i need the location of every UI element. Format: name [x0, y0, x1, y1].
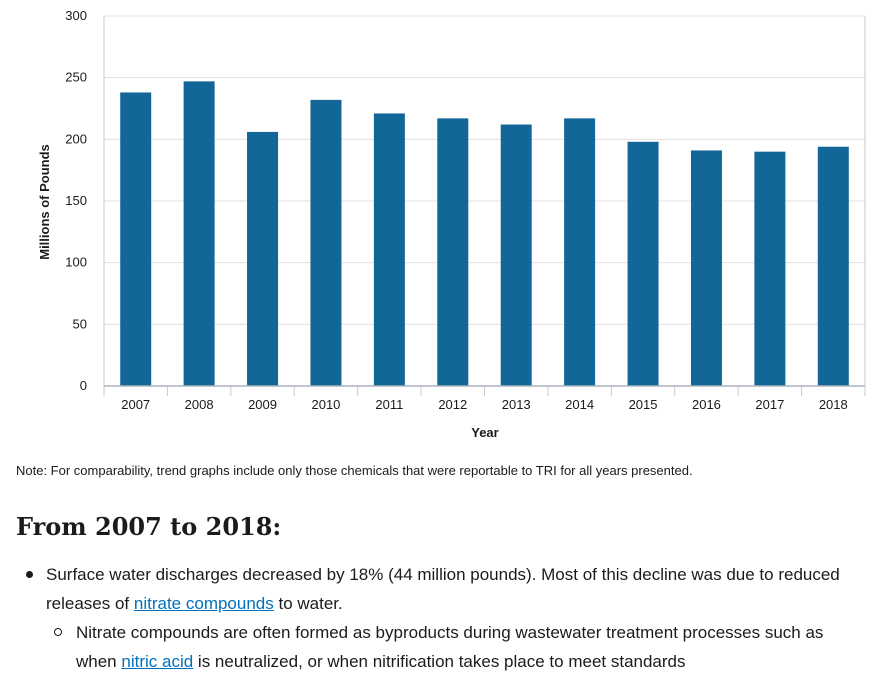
y-axis-label: Millions of Pounds	[37, 144, 52, 260]
x-axis-ticks: 2007 2008 2009 2010 2011 2012 2013 2014 2015 2016…	[103, 385, 866, 412]
x-tick-label: 2014	[565, 397, 594, 412]
bullet-list: Surface water discharges decreased by 18…	[0, 560, 880, 676]
bar-2018	[817, 146, 849, 386]
chart-note: Note: For comparability, trend graphs in…	[16, 463, 693, 478]
list-item: Surface water discharges decreased by 18…	[0, 560, 880, 676]
sub-bullet-list: Nitrate compounds are often formed as by…	[46, 618, 860, 676]
x-tick-label: 2017	[755, 397, 784, 412]
y-tick-label: 100	[65, 255, 87, 270]
bullet-text-before: Surface water discharges decreased by 18…	[46, 565, 840, 613]
y-tick-label: 250	[65, 70, 87, 85]
bar-2007	[120, 92, 152, 386]
x-axis-label: Year	[471, 425, 498, 440]
x-tick-label: 2009	[248, 397, 277, 412]
y-tick-label: 200	[65, 131, 87, 146]
y-tick-label: 300	[65, 8, 87, 23]
nitrate-compounds-link[interactable]: nitrate compounds	[133, 594, 274, 613]
list-item: Nitrate compounds are often formed as by…	[46, 618, 860, 676]
y-tick-label: 150	[65, 193, 87, 208]
nitric-acid-link[interactable]: nitric acid	[121, 652, 194, 671]
x-tick-label: 2008	[185, 397, 214, 412]
y-tick-label: 0	[80, 378, 87, 393]
bar-2013	[500, 124, 532, 387]
bullet-text-after: to water.	[273, 594, 343, 613]
bar-2010	[310, 99, 342, 386]
y-tick-label: 50	[73, 316, 87, 331]
bar-2016	[690, 150, 722, 386]
x-tick-label: 2016	[692, 397, 721, 412]
x-tick-label: 2010	[311, 397, 340, 412]
x-tick-label: 2007	[121, 397, 150, 412]
sub-bullet-text-after: is neutralized, or when nitrification ta…	[193, 652, 686, 671]
bar-2011	[373, 113, 405, 386]
bar-2017	[754, 151, 786, 386]
bar-2014	[564, 118, 596, 386]
section-heading: From 2007 to 2018:	[16, 512, 282, 541]
bars	[120, 81, 849, 387]
bar-2008	[183, 81, 215, 386]
grid-lines	[103, 15, 866, 386]
x-tick-label: 2015	[629, 397, 658, 412]
bar-2015	[627, 141, 659, 386]
y-axis-ticks: 0 50 100 150 200 250 300	[65, 8, 87, 393]
x-tick-label: 2013	[502, 397, 531, 412]
bar-2009	[247, 131, 279, 386]
x-tick-label: 2018	[819, 397, 848, 412]
x-tick-label: 2011	[375, 397, 403, 412]
bar-2012	[437, 118, 469, 386]
x-tick-label: 2012	[438, 397, 467, 412]
